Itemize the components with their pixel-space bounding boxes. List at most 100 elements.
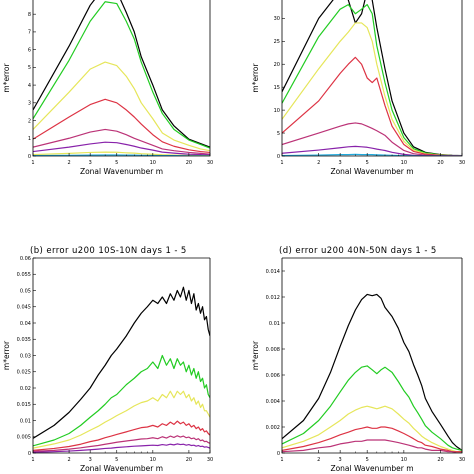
x-tick-label: 30 <box>459 160 465 166</box>
chart-title: (d) error u200 40N-50N days 1 - 5 <box>279 246 437 256</box>
series-line-5 <box>33 141 210 156</box>
y-tick-label: 0.004 <box>266 399 280 405</box>
series-group <box>33 286 210 453</box>
y-tick-label: 0.008 <box>266 347 280 353</box>
x-axis-label: Zonal Wavenumber m <box>80 464 163 473</box>
x-tick-label: 10 <box>150 160 156 166</box>
y-tick-label: 6 <box>28 47 31 53</box>
y-tick-label: 0 <box>277 451 280 457</box>
axes-frame <box>281 0 463 157</box>
series-line-2 <box>33 61 210 152</box>
y-tick-label: 0.014 <box>266 269 280 275</box>
y-tick-label: 3 <box>28 101 31 107</box>
y-tick-label: 0.04 <box>20 321 31 327</box>
series-line-1 <box>282 3 462 156</box>
y-tick-label: 20 <box>274 62 280 68</box>
series-line-3 <box>282 426 462 453</box>
x-tick-label: 10 <box>150 457 156 463</box>
series-line-3 <box>33 98 210 154</box>
y-tick-label: 0.02 <box>20 386 31 392</box>
x-tick-label: 2 <box>317 160 320 166</box>
y-tick-label: 8 <box>28 12 31 18</box>
y-tick-label: 15 <box>274 85 280 91</box>
series-line-2 <box>282 405 462 453</box>
y-tick-label: 0.006 <box>266 373 280 379</box>
x-tick-label: 30 <box>459 457 465 463</box>
panel-b: 1 2 3 5 10 20 30 0 0.005 0.01 0.015 0.02 0.025 0.03 0.… <box>2 246 213 473</box>
x-tick-label: 2 <box>67 457 70 463</box>
x-tick-label: 1 <box>280 160 283 166</box>
y-tick-label: 5 <box>277 131 280 137</box>
y-tick-label: 0.055 <box>17 272 31 278</box>
x-tick-label: 1 <box>31 457 34 463</box>
y-tick-label: 0.05 <box>20 288 31 294</box>
y-tick-label: 0.01 <box>20 418 31 424</box>
x-tick-label: 1 <box>280 457 283 463</box>
x-tick-label: 5 <box>366 160 369 166</box>
series-line-5 <box>33 443 210 453</box>
x-tick-label: 30 <box>207 160 213 166</box>
y-tick-label: 25 <box>274 39 280 45</box>
x-tick-label: 3 <box>89 457 92 463</box>
axes-frame <box>32 0 211 157</box>
y-tick-label: 5 <box>28 65 31 71</box>
series-line-1 <box>33 1 210 149</box>
series-group <box>33 0 210 156</box>
series-line-4 <box>282 439 462 453</box>
y-tick-label: 0 <box>277 154 280 160</box>
x-tick-label: 1 <box>31 160 34 166</box>
y-tick-label: 0 <box>28 154 31 160</box>
chart-title: (b) error u200 10S-10N days 1 - 5 <box>30 246 187 256</box>
series-line-0 <box>33 0 210 148</box>
y-axis-label: m*error <box>251 340 260 370</box>
x-tick-label: 3 <box>339 457 342 463</box>
y-tick-label: 0.025 <box>17 370 31 376</box>
y-tick-label: 1 <box>28 136 31 142</box>
y-tick-label: 7 <box>28 30 31 36</box>
panel-c: 1 2 3 5 10 20 30 0 5 10 15 20 25 30 Zonal Wavenumber m… <box>251 0 465 176</box>
x-tick-label: 30 <box>207 457 213 463</box>
y-tick-label: 0.005 <box>17 435 31 441</box>
x-tick-label: 5 <box>115 457 118 463</box>
series-line-1 <box>33 354 210 447</box>
x-axis-label: Zonal Wavenumber m <box>330 464 413 473</box>
panel-d: 1 2 3 5 10 20 30 0 0.002 0.004 0.006 0.008 0.01 0.012… <box>251 246 465 473</box>
series-line-4 <box>33 435 210 452</box>
y-axis-label: m*error <box>251 62 260 92</box>
series-line-2 <box>33 390 210 449</box>
x-tick-label: 20 <box>186 457 192 463</box>
y-tick-label: 2 <box>28 118 31 124</box>
y-axis-label: m*error <box>2 340 11 370</box>
y-tick-label: 0.06 <box>20 256 31 262</box>
series-line-0 <box>282 0 462 156</box>
x-tick-label: 3 <box>89 160 92 166</box>
x-tick-label: 10 <box>401 160 407 166</box>
x-tick-label: 5 <box>366 457 369 463</box>
x-tick-label: 20 <box>437 457 443 463</box>
series-line-3 <box>282 56 462 156</box>
x-tick-label: 20 <box>186 160 192 166</box>
y-tick-label: 0.002 <box>266 425 280 431</box>
y-tick-label: 4 <box>28 83 31 89</box>
y-tick-label: 0 <box>28 451 31 457</box>
series-line-0 <box>33 286 210 439</box>
y-tick-label: 0.01 <box>269 321 280 327</box>
x-axis-label: Zonal Wavenumber m <box>80 167 163 176</box>
x-axis-label: Zonal Wavenumber m <box>330 167 413 176</box>
x-tick-label: 2 <box>317 457 320 463</box>
axes-frame <box>281 258 463 454</box>
y-tick-label: 0.035 <box>17 337 31 343</box>
y-tick-label: 0.03 <box>20 353 31 359</box>
series-line-0 <box>282 293 462 451</box>
x-tick-label: 2 <box>67 160 70 166</box>
series-line-1 <box>282 365 462 451</box>
series-line-3 <box>33 420 210 451</box>
x-tick-label: 20 <box>437 160 443 166</box>
y-tick-label: 10 <box>274 108 280 114</box>
x-tick-label: 3 <box>339 160 342 166</box>
series-group <box>282 0 462 156</box>
y-tick-label: 30 <box>274 16 280 22</box>
y-tick-label: 0.015 <box>17 402 31 408</box>
